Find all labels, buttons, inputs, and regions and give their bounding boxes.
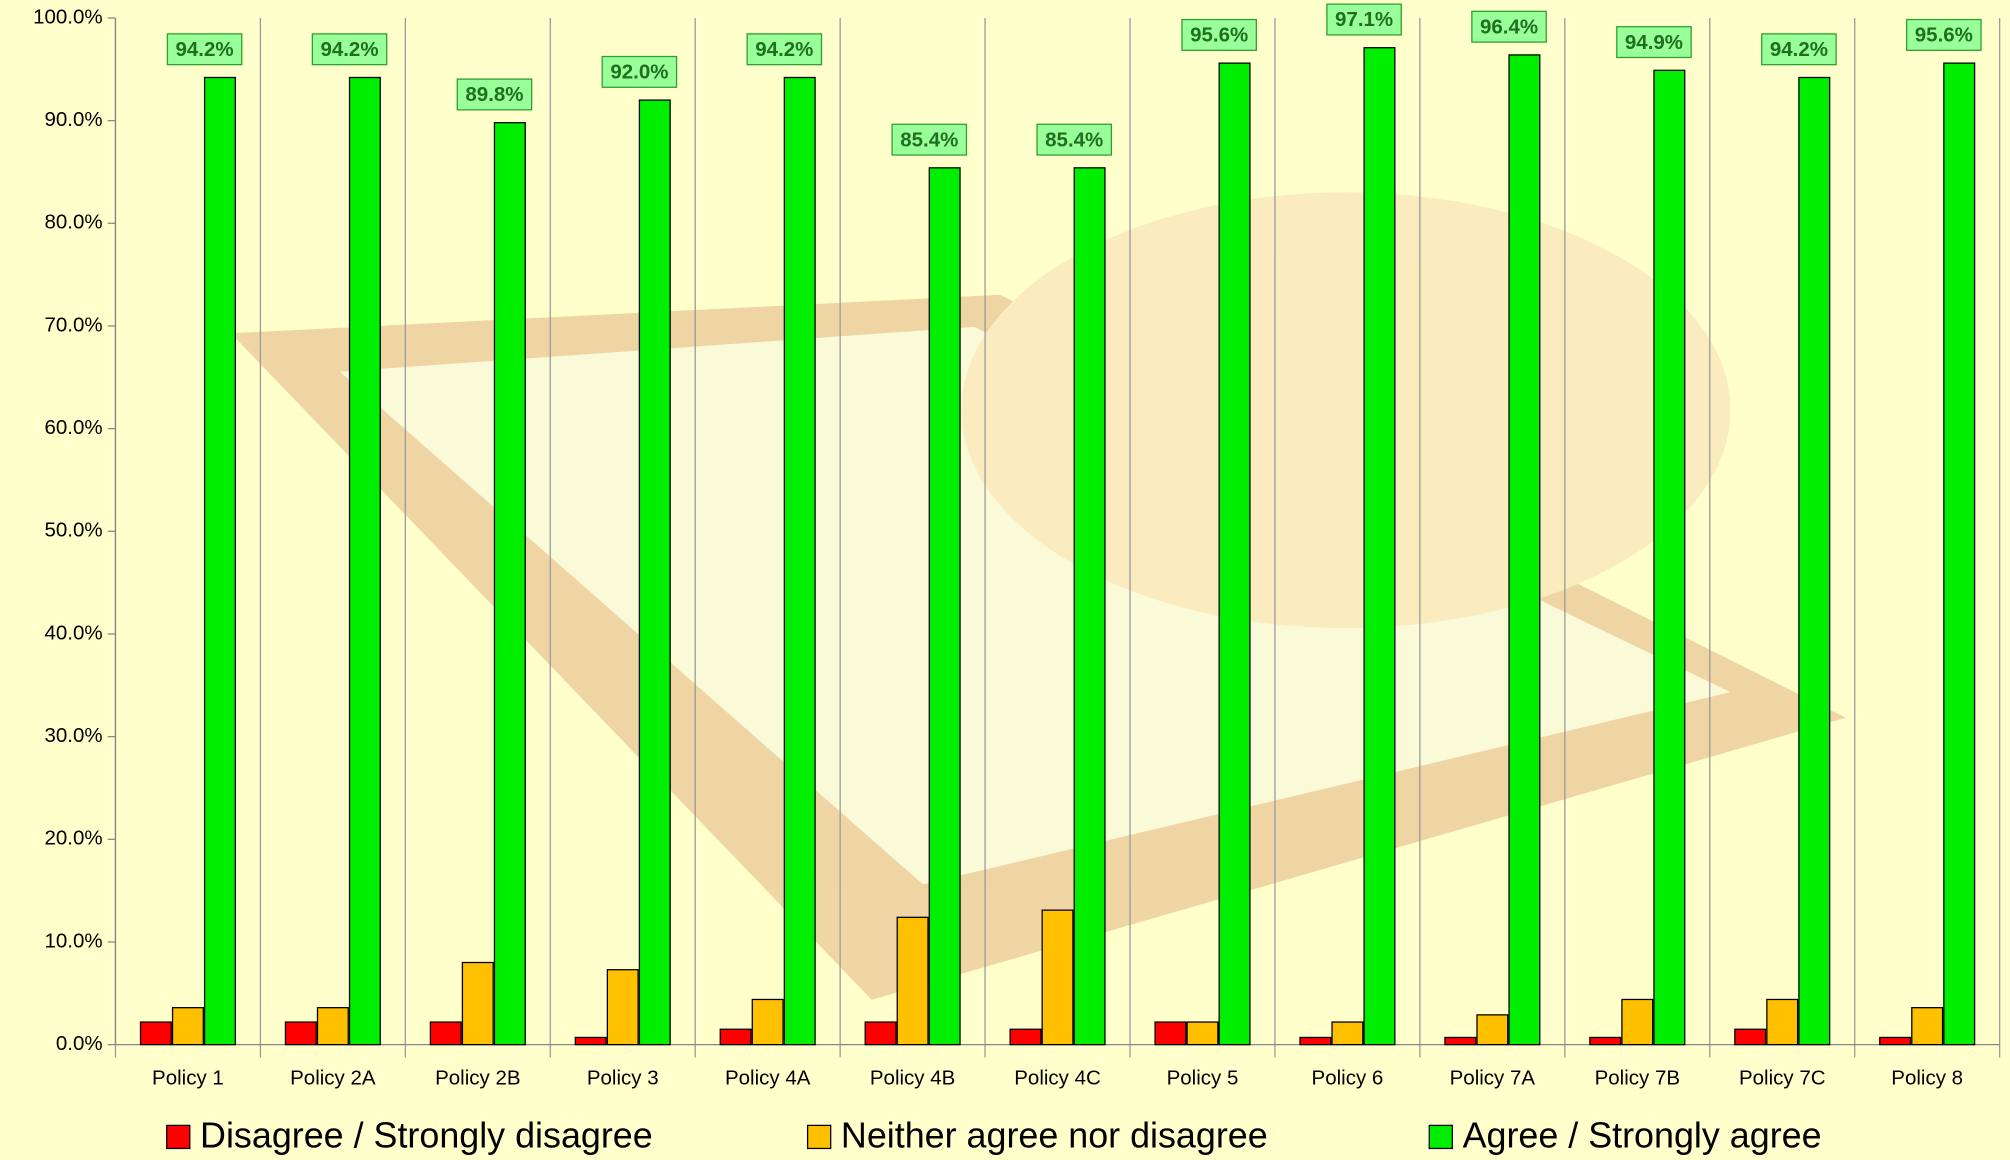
bar — [638, 99, 671, 1046]
x-tick-label: Policy 5 — [1167, 1067, 1239, 1090]
data-label: 94.2% — [755, 38, 813, 61]
legend-label: Disagree / Strongly disagree — [200, 1116, 653, 1156]
y-tick-label: 10.0% — [44, 929, 102, 952]
bar — [348, 76, 381, 1046]
bar — [1476, 1014, 1509, 1046]
y-tick-label: 50.0% — [44, 519, 102, 542]
y-tick-label: 20.0% — [44, 827, 102, 850]
data-label: 94.2% — [320, 38, 378, 61]
bar — [1299, 1036, 1332, 1046]
data-label-box — [1616, 26, 1692, 59]
bar — [1653, 69, 1686, 1046]
x-tick-label: Policy 4C — [1014, 1067, 1101, 1090]
bar — [928, 167, 961, 1046]
y-tick-label: 100.0% — [33, 5, 103, 28]
bar — [493, 122, 526, 1046]
x-tick-label: Policy 2A — [290, 1067, 376, 1090]
x-tick-label: Policy 1 — [152, 1067, 224, 1090]
bar — [1154, 1021, 1187, 1046]
data-label: 95.6% — [1915, 24, 1973, 47]
x-tick-label: Policy 2B — [435, 1067, 520, 1090]
bar — [429, 1021, 462, 1046]
bar — [606, 969, 639, 1046]
data-label-box — [1326, 3, 1402, 36]
x-tick-label: Policy 7A — [1450, 1067, 1536, 1090]
bar — [1943, 62, 1976, 1046]
bar — [1041, 909, 1074, 1046]
bar — [1218, 62, 1251, 1046]
bar — [864, 1021, 897, 1046]
legend-label: Neither agree nor disagree — [841, 1116, 1268, 1156]
data-label: 89.8% — [465, 83, 523, 106]
bar — [1798, 76, 1831, 1046]
bar — [1331, 1021, 1364, 1046]
y-tick-label: 90.0% — [44, 108, 102, 131]
bar — [896, 916, 929, 1046]
bar — [171, 1007, 204, 1046]
y-tick-label: 0.0% — [56, 1032, 103, 1055]
y-tick-label: 60.0% — [44, 416, 102, 439]
data-label-box — [1906, 18, 1982, 51]
y-tick-label: 30.0% — [44, 724, 102, 747]
x-tick-label: Policy 7B — [1595, 1067, 1680, 1090]
bar — [316, 1007, 349, 1046]
bar — [203, 76, 236, 1046]
data-label: 85.4% — [1045, 128, 1103, 151]
data-label: 94.9% — [1625, 31, 1683, 54]
data-label: 92.0% — [610, 61, 668, 84]
bar — [139, 1021, 172, 1046]
x-tick-label: Policy 3 — [587, 1067, 659, 1090]
legend-label: Agree / Strongly agree — [1463, 1116, 1822, 1156]
x-tick-label: Policy 8 — [1891, 1067, 1963, 1090]
y-tick-label: 40.0% — [44, 621, 102, 644]
y-tick-label: 70.0% — [44, 313, 102, 336]
bar — [1911, 1007, 1944, 1046]
data-label-box — [1761, 33, 1837, 66]
x-tick-label: Policy 7C — [1739, 1067, 1826, 1090]
bar — [461, 961, 494, 1046]
legend-swatch — [806, 1124, 832, 1150]
y-tick-label: 80.0% — [44, 211, 102, 234]
bar — [1508, 54, 1541, 1046]
x-tick-label: Policy 6 — [1312, 1067, 1384, 1090]
data-label-box — [891, 123, 968, 156]
data-label-box — [601, 55, 678, 88]
data-label: 94.2% — [176, 38, 234, 61]
bar — [1734, 1028, 1767, 1046]
data-label-box — [1181, 18, 1257, 51]
data-label: 94.2% — [1770, 38, 1828, 61]
bar — [1009, 1028, 1042, 1046]
bar — [751, 998, 784, 1046]
bar — [1766, 998, 1799, 1046]
data-label: 95.6% — [1190, 24, 1248, 47]
legend-swatch — [166, 1124, 191, 1150]
bar — [783, 76, 816, 1046]
x-tick-label: Policy 4B — [870, 1067, 955, 1090]
data-label-box — [746, 33, 823, 66]
legend-swatch — [1428, 1124, 1453, 1150]
data-label-box — [456, 78, 533, 111]
data-label-box — [166, 33, 243, 66]
data-label-box — [1036, 123, 1113, 156]
bar — [1621, 998, 1654, 1046]
bar — [574, 1036, 607, 1046]
data-label-box — [1471, 10, 1547, 43]
bar — [1879, 1036, 1912, 1046]
bar — [719, 1028, 752, 1046]
data-label: 85.4% — [900, 128, 958, 151]
data-label: 97.1% — [1335, 8, 1393, 31]
bar — [1186, 1021, 1219, 1046]
data-label-box — [311, 33, 388, 66]
bar — [1363, 47, 1396, 1046]
bar — [284, 1021, 317, 1046]
x-tick-label: Policy 4A — [725, 1067, 811, 1090]
data-label: 96.4% — [1480, 15, 1538, 38]
bar — [1073, 167, 1106, 1046]
bar — [1444, 1036, 1477, 1046]
bar — [1589, 1036, 1622, 1046]
